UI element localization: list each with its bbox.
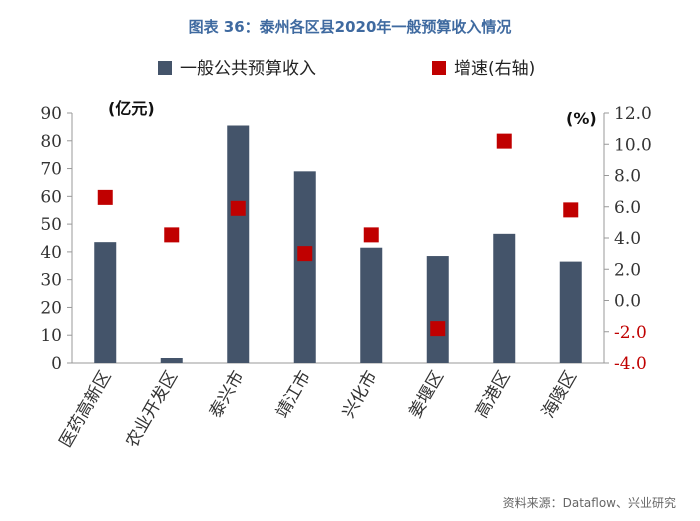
legend-bar-swatch [158,61,172,75]
bar [559,261,582,363]
bar [227,125,250,363]
bar [426,256,449,363]
category-label: 医药高新区 [56,368,116,452]
left-tick-label: 90 [40,104,62,124]
category-label: 姜堰区 [405,368,448,422]
bar [360,247,383,363]
category-label: 农业开发区 [122,368,182,452]
right-tick-label: 10.0 [614,135,652,155]
bar [293,171,316,363]
left-tick-label: 50 [40,215,62,235]
legend: 一般公共预算收入 增速(右轴) [158,59,535,79]
category-labels: 医药高新区 农业开发区 泰兴市 靖江市 兴化市 姜堰区 高港区 海陵区 [56,368,581,452]
category-label: 兴化市 [339,368,382,422]
right-tick-label: -2.0 [614,323,647,343]
growth-point [563,202,579,218]
right-tick-label: 12.0 [614,104,652,124]
growth-series [97,133,579,337]
category-label: 高港区 [472,368,515,422]
left-unit-label: (亿元) [108,99,155,118]
legend-bar-label: 一般公共预算收入 [180,59,316,79]
growth-point [496,133,512,149]
right-unit-label: (%) [566,109,597,128]
right-axis: -4.0 -2.0 0.0 2.0 4.0 6.0 8.0 10.0 12.0 (%) [566,104,652,374]
bar [160,358,183,363]
legend-growth-label: 增速(右轴) [454,59,535,79]
right-tick-label: 4.0 [614,229,641,249]
right-tick-label: -4.0 [614,354,647,374]
bar [94,242,117,363]
category-label: 泰兴市 [206,368,249,422]
category-label: 靖江市 [272,368,315,422]
bar-series [94,125,582,363]
growth-point [230,200,246,216]
growth-point [297,246,313,262]
bar [493,233,516,363]
right-tick-label: 8.0 [614,167,641,187]
left-tick-label: 30 [40,271,62,291]
left-tick-label: 60 [40,187,62,207]
right-tick-label: 0.0 [614,292,641,312]
source-note: 资料来源：Dataflow、兴业研究 [502,496,676,510]
legend-growth-swatch [432,61,446,75]
growth-point [164,227,180,243]
left-tick-label: 70 [40,160,62,180]
category-label: 海陵区 [538,368,581,422]
left-axis: 0 10 20 30 40 50 60 70 80 90 (亿元) [40,99,604,374]
right-tick-label: 6.0 [614,198,641,218]
left-tick-label: 80 [40,132,62,152]
growth-point [430,321,446,337]
growth-point [97,189,113,205]
left-tick-label: 40 [40,243,62,263]
chart-title: 图表 36：泰州各区县2020年一般预算收入情况 [188,18,512,36]
left-tick-label: 20 [40,298,62,318]
left-tick-label: 10 [40,326,62,346]
right-tick-label: 2.0 [614,260,641,280]
growth-point [363,227,379,243]
left-tick-label: 0 [51,354,62,374]
